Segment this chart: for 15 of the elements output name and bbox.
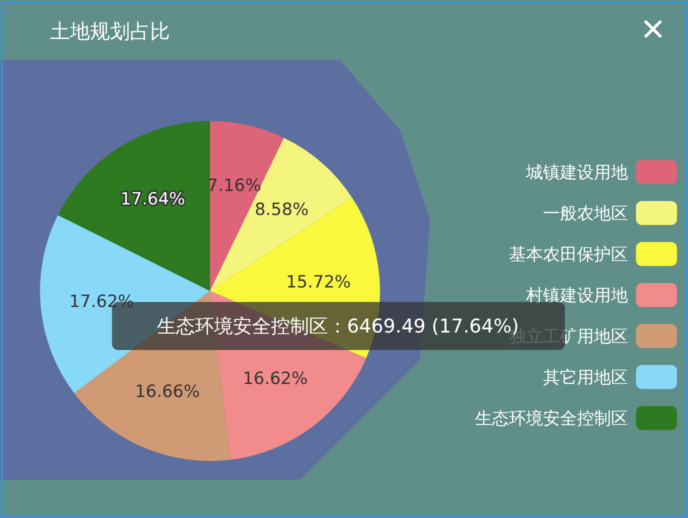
legend-label: 村镇建设用地 bbox=[525, 286, 628, 306]
legend-label: 基本农田保护区 bbox=[509, 244, 628, 265]
legend-label: 一般农地区 bbox=[543, 204, 628, 224]
legend-label: 生态环境安全控制区 bbox=[475, 408, 628, 429]
data-label: 16.62% bbox=[242, 369, 308, 390]
legend-label: 其它用地区 bbox=[543, 368, 628, 388]
pie-slice bbox=[58, 121, 210, 291]
data-label: 17.62% bbox=[69, 292, 134, 312]
data-label: 15.72% bbox=[286, 272, 351, 292]
pie-slice bbox=[210, 138, 352, 291]
data-label: 8.58% bbox=[254, 200, 309, 220]
data-label: 16.66% bbox=[134, 382, 200, 402]
data-label: 17.64% bbox=[120, 189, 186, 210]
chart-title: 土地规划占比 bbox=[50, 19, 170, 43]
legend-label: 城镇建设用地 bbox=[525, 162, 628, 183]
